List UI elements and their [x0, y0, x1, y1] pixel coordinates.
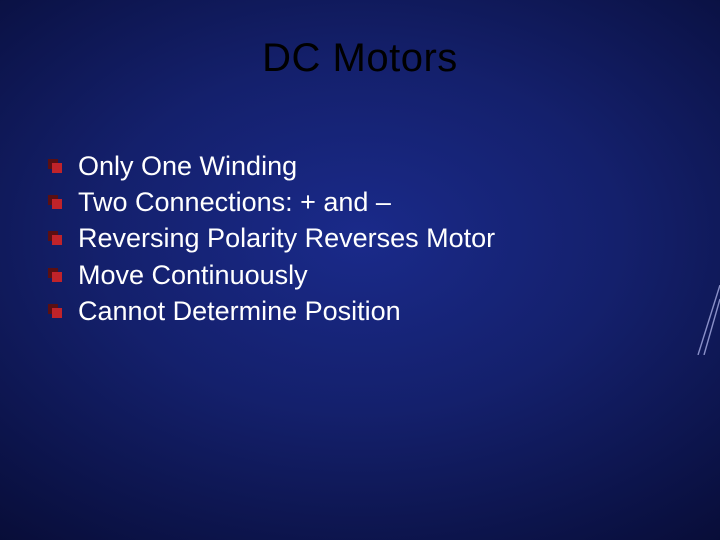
bullet-text: Reversing Polarity Reverses Motor	[78, 223, 495, 253]
bullet-text: Only One Winding	[78, 151, 297, 181]
list-item: Two Connections: + and –	[48, 184, 660, 220]
list-item: Cannot Determine Position	[48, 293, 660, 329]
bullet-text: Move Continuously	[78, 260, 308, 290]
bullet-icon	[48, 268, 61, 281]
bullet-list: Only One Winding Two Connections: + and …	[48, 148, 660, 329]
list-item: Reversing Polarity Reverses Motor	[48, 220, 660, 256]
slide: DC Motors Only One Winding Two Connectio…	[0, 0, 720, 540]
decorative-lines-icon	[694, 285, 720, 355]
bullet-icon	[48, 159, 61, 172]
bullet-text: Cannot Determine Position	[78, 296, 401, 326]
bullet-icon	[48, 195, 61, 208]
bullet-icon	[48, 231, 61, 244]
list-item: Move Continuously	[48, 257, 660, 293]
list-item: Only One Winding	[48, 148, 660, 184]
slide-title: DC Motors	[0, 36, 720, 81]
bullet-icon	[48, 304, 61, 317]
bullet-text: Two Connections: + and –	[78, 187, 391, 217]
slide-body: Only One Winding Two Connections: + and …	[48, 148, 660, 329]
